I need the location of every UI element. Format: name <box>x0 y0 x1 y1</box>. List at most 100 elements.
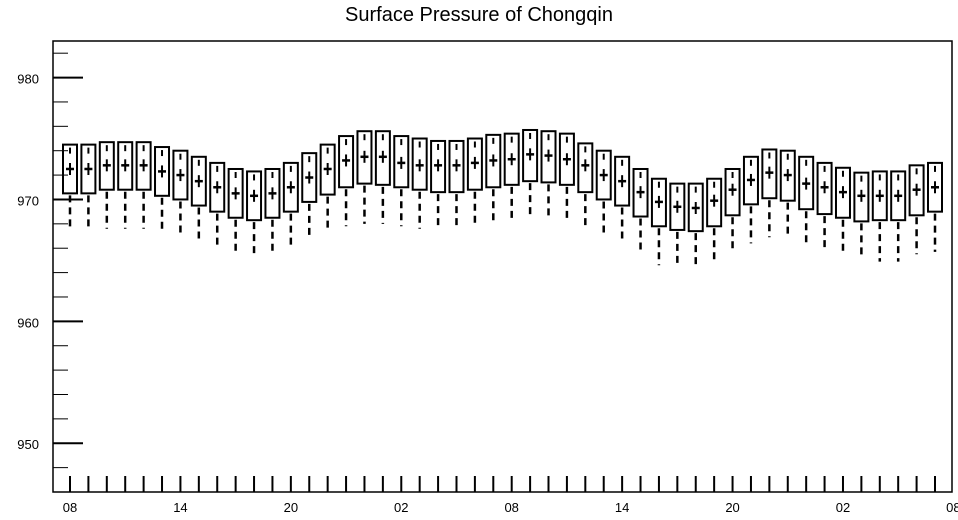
box <box>853 171 870 260</box>
box <box>503 132 520 223</box>
box-rect <box>595 149 612 201</box>
box-rect <box>632 167 649 218</box>
box-rect <box>190 155 207 207</box>
box <box>80 143 97 232</box>
x-tick-label: 14 <box>173 500 187 515</box>
box <box>779 149 796 239</box>
box <box>669 182 686 268</box>
box-rect <box>540 130 557 184</box>
box <box>742 155 759 244</box>
x-tick-label: 02 <box>836 500 850 515</box>
box <box>834 166 851 256</box>
box <box>172 149 189 237</box>
box-rect <box>282 161 299 213</box>
box <box>393 135 410 227</box>
box-rect <box>246 170 263 222</box>
box-rect <box>135 141 152 191</box>
box-rect <box>577 142 594 194</box>
box <box>595 149 612 237</box>
box-rect <box>650 177 667 228</box>
box <box>264 167 281 255</box>
box-rect <box>62 143 78 195</box>
box <box>927 161 943 252</box>
x-tick-label: 02 <box>394 500 408 515</box>
box <box>98 141 115 229</box>
box <box>908 164 925 255</box>
box-rect <box>154 146 171 197</box>
x-tick-label: 08 <box>504 500 518 515</box>
box-rect <box>301 152 318 203</box>
x-tick-label: 14 <box>615 500 629 515</box>
box-rect <box>908 164 925 217</box>
box <box>356 130 373 224</box>
box <box>448 139 465 230</box>
box-rect <box>393 135 410 189</box>
box-rect <box>448 139 465 194</box>
box-rect <box>466 137 483 191</box>
box-rect <box>98 141 115 191</box>
box <box>338 135 355 227</box>
box-rect <box>356 130 373 185</box>
box <box>135 141 152 229</box>
box-rect <box>706 177 723 228</box>
box <box>227 167 244 255</box>
box <box>319 143 336 232</box>
chart-title: Surface Pressure of Chongqin <box>345 4 613 26</box>
box <box>724 167 741 254</box>
box <box>485 133 502 224</box>
box <box>190 155 207 244</box>
box <box>117 141 134 229</box>
box-rect <box>927 161 943 213</box>
y-tick-label: 950 <box>17 437 39 452</box>
box-rect <box>724 167 741 217</box>
box <box>871 170 888 262</box>
box-rect <box>503 132 520 186</box>
box <box>430 139 447 230</box>
box <box>522 128 539 219</box>
y-axis: 950 960 970 980 <box>17 52 83 493</box>
box <box>816 161 833 252</box>
x-tick-label: 20 <box>284 500 298 515</box>
box-rect <box>687 182 704 233</box>
box-rect <box>117 141 134 191</box>
box <box>761 148 778 238</box>
box-rect <box>374 130 391 186</box>
box-rect <box>890 170 907 222</box>
plot-frame <box>52 40 953 493</box>
box <box>246 170 263 257</box>
box-rect <box>522 128 539 183</box>
box-rect <box>669 182 686 231</box>
box <box>687 182 704 269</box>
box <box>209 161 226 249</box>
box <box>558 132 575 223</box>
y-tick-label: 980 <box>17 72 39 87</box>
box-rect <box>319 143 336 196</box>
box-rect <box>614 155 631 207</box>
box <box>301 152 318 239</box>
box <box>650 177 667 266</box>
box-rect <box>742 155 759 206</box>
box-rect <box>227 167 244 219</box>
box-rect <box>871 170 888 222</box>
box-rect <box>761 148 778 200</box>
box <box>411 137 428 229</box>
box-rect <box>172 149 189 201</box>
box <box>466 137 483 228</box>
box <box>62 143 78 232</box>
x-tick-label: 08 <box>946 500 958 515</box>
box-rect <box>411 137 428 191</box>
box <box>706 177 723 265</box>
box-series <box>62 128 943 269</box>
box-rect <box>338 135 355 189</box>
y-tick-label: 960 <box>17 315 39 330</box>
box-rect <box>834 166 851 219</box>
y-tick-label: 970 <box>17 193 39 208</box>
box <box>540 130 557 221</box>
box <box>890 170 907 262</box>
box <box>614 155 631 244</box>
box <box>798 155 815 247</box>
x-axis: 08 14 20 02 08 14 20 02 08 <box>63 476 958 515</box>
box-rect <box>209 161 226 213</box>
box <box>577 142 594 230</box>
